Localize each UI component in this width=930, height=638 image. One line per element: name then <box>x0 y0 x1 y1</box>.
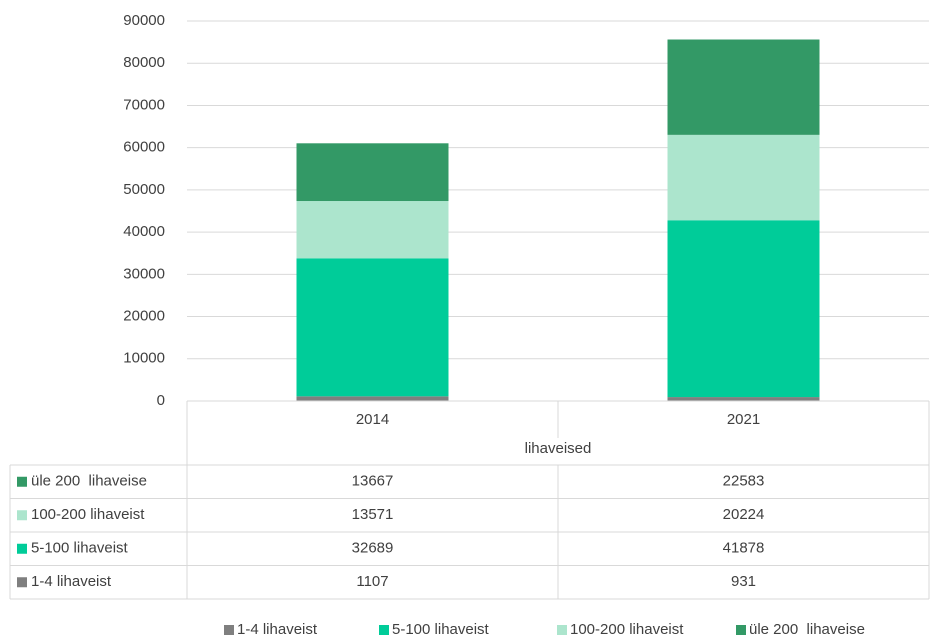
y-tick-label: 50000 <box>123 181 165 198</box>
bar-segment <box>667 397 820 401</box>
x-tick-label: 2014 <box>356 411 389 428</box>
y-tick-label: 30000 <box>123 265 165 282</box>
y-tick-label: 70000 <box>123 96 165 113</box>
legend-label: üle 200 lihaveise <box>749 621 865 638</box>
bar-segment <box>667 134 820 221</box>
table-cell: 41878 <box>723 540 765 557</box>
x-tick-label: 2021 <box>727 411 760 428</box>
table-cell: 931 <box>731 573 756 590</box>
table-cell: 20224 <box>723 506 765 523</box>
y-tick-label: 90000 <box>123 12 165 29</box>
y-tick-label: 10000 <box>123 350 165 367</box>
table-cell: 1107 <box>356 573 388 590</box>
bar-segment <box>667 220 820 398</box>
table-cell: 13571 <box>352 506 394 523</box>
legend-key <box>736 625 746 635</box>
table-row-label: 5-100 lihaveist <box>31 540 129 557</box>
bar-segment <box>296 143 449 202</box>
legend-label: 1-4 lihaveist <box>237 621 318 638</box>
table-row-label: üle 200 lihaveise <box>31 473 147 490</box>
table-row-label: 100-200 lihaveist <box>31 506 145 523</box>
y-tick-label: 80000 <box>123 54 165 71</box>
x-axis-label: lihaveised <box>525 440 592 457</box>
table-cell: 32689 <box>352 540 394 557</box>
legend-label: 5-100 lihaveist <box>392 621 490 638</box>
table-cell: 22583 <box>723 473 765 490</box>
table-legend-key <box>17 577 27 588</box>
table-row-label: 1-4 lihaveist <box>31 573 112 590</box>
table-cell: 13667 <box>352 473 394 490</box>
legend-key <box>557 625 567 635</box>
bar-segment <box>296 396 449 401</box>
y-tick-label: 20000 <box>123 308 165 325</box>
legend-key <box>379 625 389 635</box>
y-tick-label: 0 <box>157 392 165 409</box>
table-legend-key <box>17 476 27 487</box>
y-tick-label: 40000 <box>123 223 165 240</box>
bar-segment <box>296 201 449 259</box>
legend-label: 100-200 lihaveist <box>570 621 684 638</box>
legend-key <box>224 625 234 635</box>
table-legend-key <box>17 510 27 521</box>
table-legend-key <box>17 543 27 554</box>
bar-segment <box>667 39 820 135</box>
y-tick-label: 60000 <box>123 139 165 156</box>
bar-segment <box>296 258 449 397</box>
